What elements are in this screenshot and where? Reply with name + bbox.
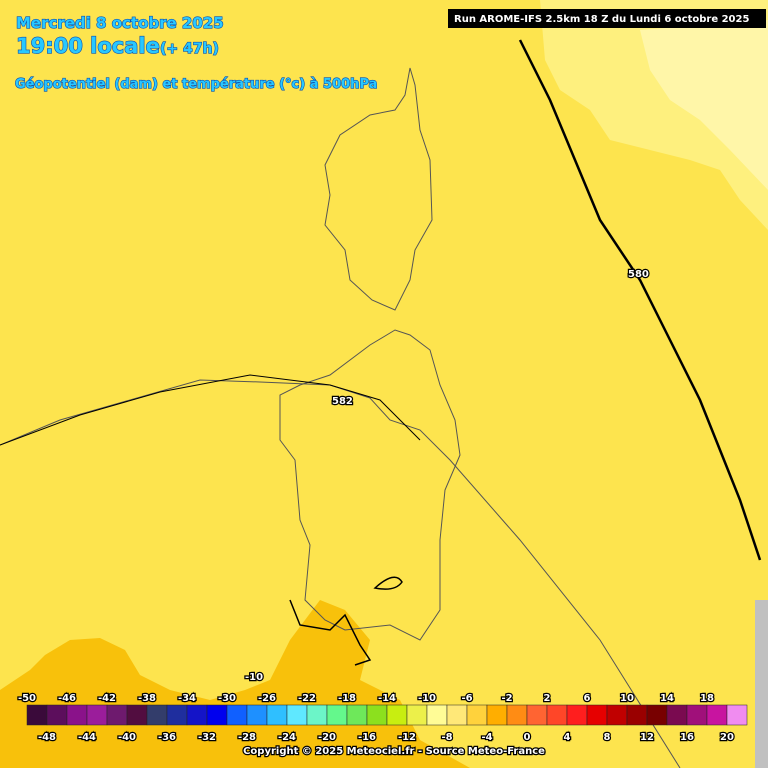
legend-label: 8 (604, 732, 611, 743)
copyright: Copyright © 2025 Meteociel.fr - Source M… (243, 746, 545, 757)
legend-swatch (206, 704, 228, 726)
legend-label: 12 (640, 732, 654, 743)
legend-label: 18 (700, 693, 714, 704)
legend-label: 20 (720, 732, 734, 743)
legend-swatch (246, 704, 268, 726)
legend-label: 10 (620, 693, 634, 704)
legend-swatch (86, 704, 108, 726)
legend-label: -14 (378, 693, 396, 704)
legend-label: -28 (238, 732, 256, 743)
legend-label: -16 (358, 732, 376, 743)
legend-label: -42 (98, 693, 116, 704)
legend-swatch (566, 704, 588, 726)
legend-swatch (726, 704, 748, 726)
legend-label: 4 (564, 732, 571, 743)
legend-label: -44 (78, 732, 96, 743)
legend-swatch (66, 704, 88, 726)
contour-label: -10 (245, 672, 263, 683)
legend-swatch (466, 704, 488, 726)
contour-label: 580 (628, 269, 649, 280)
lead-time: (+ 47h) (160, 41, 219, 57)
legend-swatch (486, 704, 508, 726)
contour-582 (0, 374, 421, 446)
legend-label: -50 (18, 693, 36, 704)
legend-swatch (266, 704, 288, 726)
legend-swatch (106, 704, 128, 726)
legend-label: 16 (680, 732, 694, 743)
legend-label: 6 (584, 693, 591, 704)
legend-swatch (526, 704, 548, 726)
legend-swatch (586, 704, 608, 726)
legend-swatch (346, 704, 368, 726)
legend-label: -46 (58, 693, 76, 704)
legend-label: -30 (218, 693, 236, 704)
legend-swatch (226, 704, 248, 726)
legend-label: -4 (481, 732, 492, 743)
legend-label: -10 (418, 693, 436, 704)
cold-region (0, 600, 470, 768)
legend-swatch (706, 704, 728, 726)
legend-label: -2 (501, 693, 512, 704)
local-time: 19:00 locale (16, 34, 160, 58)
no-data-strip (755, 600, 768, 768)
legend-swatch (366, 704, 388, 726)
legend-label: -20 (318, 732, 336, 743)
legend-label: -34 (178, 693, 196, 704)
contour-minus10 (289, 599, 372, 666)
corsica-coast (324, 67, 433, 311)
legend-swatch (446, 704, 468, 726)
legend-swatch (686, 704, 708, 726)
sardinia-coast (279, 329, 461, 641)
legend-swatch (186, 704, 208, 726)
legend-swatch (646, 704, 668, 726)
color-legend: -50-48-46-44-42-40-38-36-34-32-30-28-26-… (17, 692, 748, 744)
legend-swatch (626, 704, 648, 726)
parameter-title: Géopotentiel (dam) et température (°c) à… (15, 77, 377, 92)
legend-label: -24 (278, 732, 296, 743)
forecast-date: Mercredi 8 octobre 2025 (16, 14, 224, 32)
legend-label: -26 (258, 693, 276, 704)
legend-label: 0 (524, 732, 531, 743)
legend-label: -6 (461, 693, 472, 704)
legend-swatch (426, 704, 448, 726)
legend-swatch (306, 704, 328, 726)
legend-swatch (46, 704, 68, 726)
contour-580 (518, 39, 762, 561)
legend-swatch (146, 704, 168, 726)
legend-swatch (286, 704, 308, 726)
legend-swatch (606, 704, 628, 726)
contour-label: 582 (332, 396, 353, 407)
warm-region (640, 20, 768, 190)
legend-label: -48 (38, 732, 56, 743)
isotherm-patch (373, 576, 403, 590)
legend-swatch (666, 704, 688, 726)
legend-label: -18 (338, 693, 356, 704)
legend-label: -32 (198, 732, 216, 743)
legend-label: -40 (118, 732, 136, 743)
legend-swatch (126, 704, 148, 726)
legend-label: -8 (441, 732, 452, 743)
legend-label: -22 (298, 693, 316, 704)
run-info: Run AROME-IFS 2.5km 18 Z du Lundi 6 octo… (454, 14, 749, 25)
legend-swatch (326, 704, 348, 726)
border-line (0, 379, 681, 768)
legend-label: -38 (138, 693, 156, 704)
legend-swatch (506, 704, 528, 726)
legend-swatch (26, 704, 48, 726)
legend-label: -36 (158, 732, 176, 743)
run-banner (448, 9, 766, 28)
legend-label: 14 (660, 693, 674, 704)
legend-swatch (406, 704, 428, 726)
legend-swatch (386, 704, 408, 726)
legend-swatch (166, 704, 188, 726)
legend-swatch (546, 704, 568, 726)
legend-label: -12 (398, 732, 416, 743)
legend-label: 2 (544, 693, 551, 704)
